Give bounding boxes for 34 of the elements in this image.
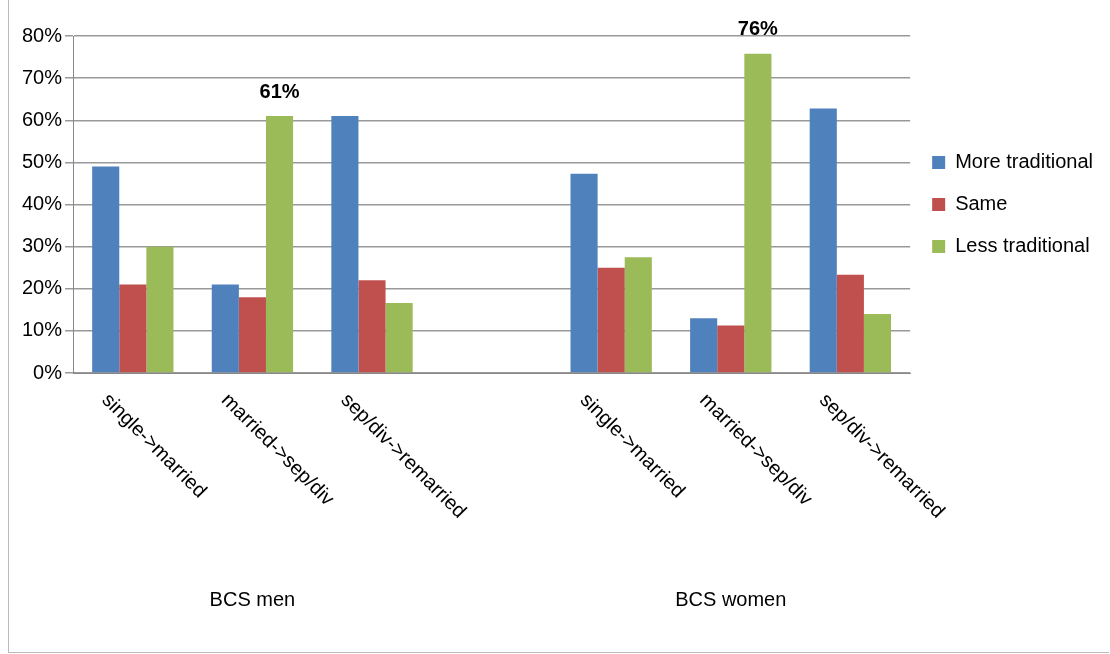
y-tick-label: 50% <box>22 149 63 172</box>
bar <box>597 267 625 373</box>
bar <box>92 166 120 373</box>
bar <box>211 284 239 373</box>
bar <box>570 173 598 373</box>
y-tick-label: 10% <box>22 318 63 341</box>
y-tick-label: 40% <box>22 192 63 215</box>
data-label: 61% <box>259 79 300 102</box>
bar <box>624 257 652 373</box>
bar <box>863 314 892 373</box>
y-tick-label: 80% <box>22 23 63 46</box>
y-tick-label: 70% <box>22 65 63 88</box>
y-tick-label: 0% <box>33 360 63 383</box>
legend-label: Less traditional <box>955 234 1090 257</box>
bar <box>744 53 772 373</box>
bar <box>358 280 386 373</box>
bar <box>385 303 413 373</box>
bar <box>809 108 837 373</box>
y-tick-label: 20% <box>22 276 63 299</box>
bar <box>146 246 174 373</box>
y-tick-label: 30% <box>22 234 63 257</box>
legend-label: More traditional <box>955 150 1093 173</box>
text: BCS men <box>209 587 296 610</box>
bar <box>265 116 294 373</box>
bar <box>836 274 864 373</box>
bar <box>717 325 745 373</box>
bar <box>119 284 147 373</box>
bar <box>238 297 266 373</box>
bar <box>331 116 359 373</box>
y-tick-label: 60% <box>22 107 63 130</box>
data-label: 76% <box>737 17 779 40</box>
legend-label: Same <box>955 192 1008 215</box>
text: BCS women <box>675 587 787 610</box>
bar <box>690 318 718 373</box>
